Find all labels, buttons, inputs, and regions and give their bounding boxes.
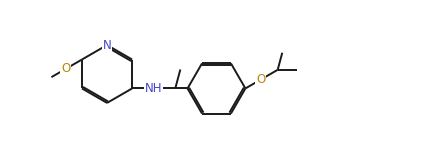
Text: N: N	[103, 39, 111, 52]
Text: O: O	[61, 62, 71, 75]
Text: O: O	[256, 73, 265, 86]
Text: NH: NH	[145, 82, 162, 95]
